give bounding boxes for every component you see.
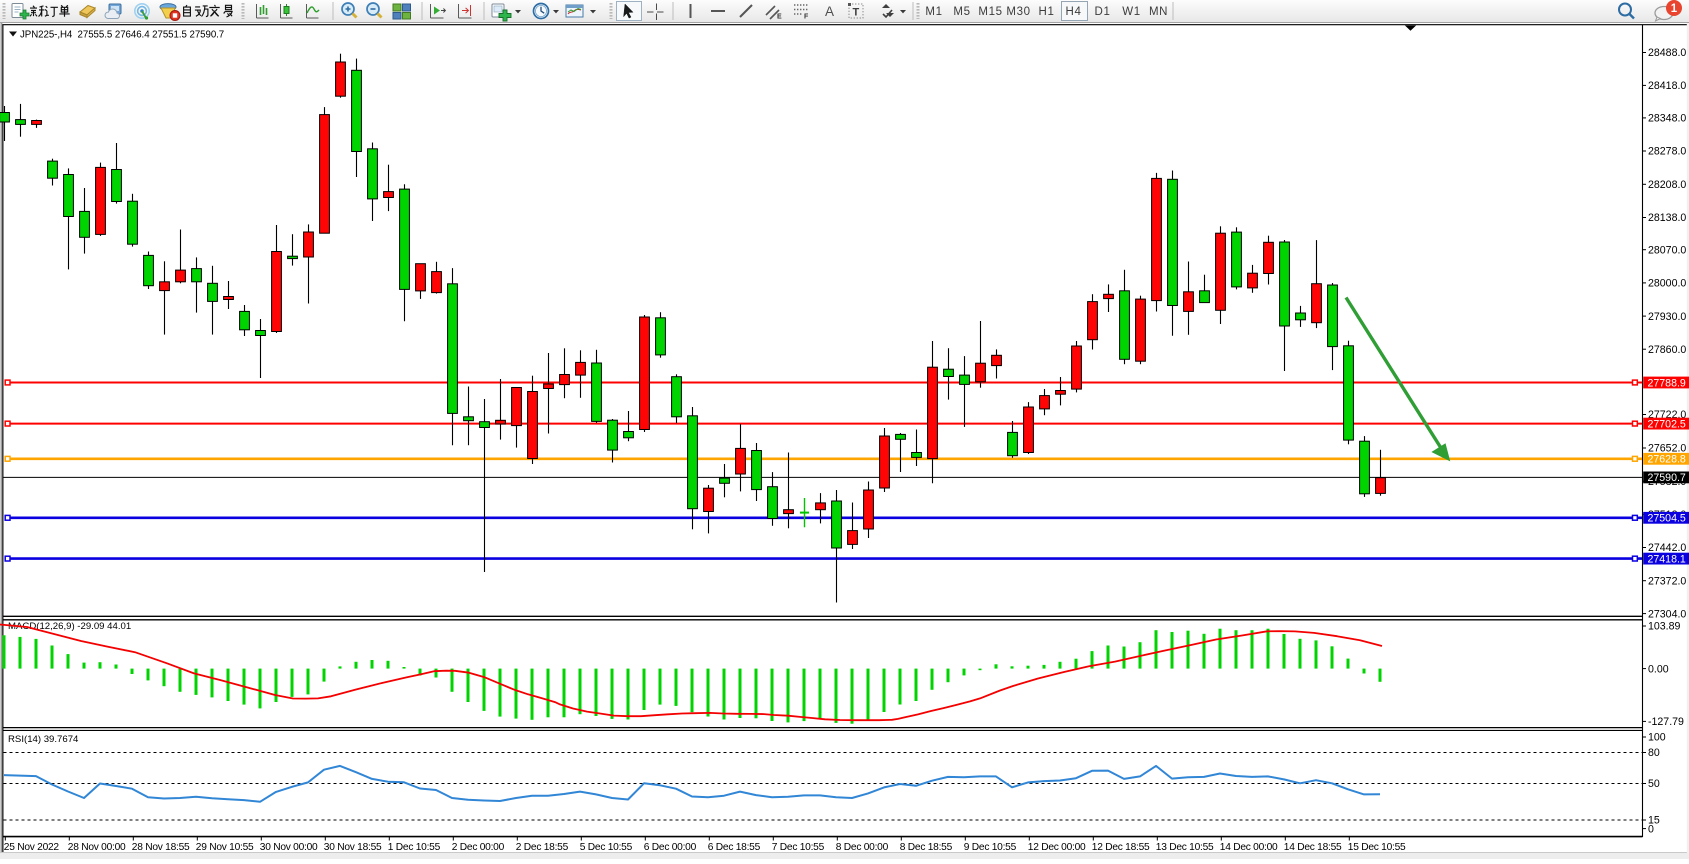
svg-text:14 Dec 18:55: 14 Dec 18:55 bbox=[1284, 842, 1342, 853]
svg-text:100: 100 bbox=[1648, 732, 1666, 744]
svg-text:28278.0: 28278.0 bbox=[1648, 146, 1686, 158]
svg-text:1: 1 bbox=[1671, 3, 1678, 15]
svg-text:9 Dec 10:55: 9 Dec 10:55 bbox=[964, 842, 1017, 853]
svg-text:27442.0: 27442.0 bbox=[1648, 542, 1686, 554]
svg-text:E: E bbox=[777, 14, 782, 21]
svg-text:MN: MN bbox=[1149, 6, 1168, 18]
svg-text:2 Dec 18:55: 2 Dec 18:55 bbox=[516, 842, 569, 853]
svg-text:27304.0: 27304.0 bbox=[1648, 608, 1686, 620]
svg-text:28 Nov 00:00: 28 Nov 00:00 bbox=[68, 842, 126, 853]
svg-text:27372.0: 27372.0 bbox=[1648, 575, 1686, 587]
svg-text:50: 50 bbox=[1648, 778, 1660, 790]
svg-text:RSI(14) 39.7674: RSI(14) 39.7674 bbox=[8, 734, 79, 745]
svg-text:12 Dec 18:55: 12 Dec 18:55 bbox=[1092, 842, 1150, 853]
svg-text:27860.0: 27860.0 bbox=[1648, 344, 1686, 356]
svg-text:0.00: 0.00 bbox=[1648, 663, 1669, 675]
svg-text:H4: H4 bbox=[1066, 6, 1082, 18]
svg-text:D1: D1 bbox=[1095, 6, 1111, 18]
svg-text:-127.79: -127.79 bbox=[1648, 716, 1684, 728]
svg-text:14 Dec 00:00: 14 Dec 00:00 bbox=[1220, 842, 1278, 853]
svg-text:80: 80 bbox=[1648, 747, 1660, 759]
svg-text:W1: W1 bbox=[1122, 6, 1140, 18]
svg-text:6 Dec 18:55: 6 Dec 18:55 bbox=[708, 842, 761, 853]
svg-text:27702.5: 27702.5 bbox=[1648, 418, 1686, 430]
svg-text:30 Nov 00:00: 30 Nov 00:00 bbox=[260, 842, 318, 853]
svg-text:7 Dec 10:55: 7 Dec 10:55 bbox=[772, 842, 825, 853]
svg-text:0: 0 bbox=[1648, 823, 1654, 835]
svg-text:28000.0: 28000.0 bbox=[1648, 278, 1686, 290]
svg-text:MACD(12,26,9) -29.09 44.01: MACD(12,26,9) -29.09 44.01 bbox=[8, 621, 131, 632]
svg-text:2 Dec 00:00: 2 Dec 00:00 bbox=[452, 842, 505, 853]
svg-text:27788.9: 27788.9 bbox=[1648, 377, 1686, 389]
svg-text:28348.0: 28348.0 bbox=[1648, 113, 1686, 125]
svg-text:28208.0: 28208.0 bbox=[1648, 179, 1686, 191]
svg-text:1 Dec 10:55: 1 Dec 10:55 bbox=[388, 842, 441, 853]
svg-text:25 Nov 2022: 25 Nov 2022 bbox=[4, 842, 60, 853]
svg-text:T: T bbox=[853, 7, 860, 19]
svg-text:28 Nov 18:55: 28 Nov 18:55 bbox=[132, 842, 190, 853]
svg-text:M15: M15 bbox=[978, 6, 1002, 18]
svg-text:M1: M1 bbox=[925, 6, 942, 18]
svg-text:13 Dec 10:55: 13 Dec 10:55 bbox=[1156, 842, 1214, 853]
svg-text:12 Dec 00:00: 12 Dec 00:00 bbox=[1028, 842, 1086, 853]
svg-text:29 Nov 10:55: 29 Nov 10:55 bbox=[196, 842, 254, 853]
svg-text:27590.7: 27590.7 bbox=[1648, 472, 1686, 484]
svg-text:M5: M5 bbox=[953, 6, 970, 18]
svg-text:27652.0: 27652.0 bbox=[1648, 443, 1686, 455]
svg-text:M30: M30 bbox=[1006, 6, 1030, 18]
svg-text:28070.0: 28070.0 bbox=[1648, 244, 1686, 256]
svg-text:28418.0: 28418.0 bbox=[1648, 80, 1686, 92]
svg-text:JPN225-,H4 27555.5 27646.4 27: JPN225-,H4 27555.5 27646.4 27551.5 27590… bbox=[20, 30, 224, 41]
svg-text:6 Dec 00:00: 6 Dec 00:00 bbox=[644, 842, 697, 853]
svg-text:15: 15 bbox=[1648, 815, 1660, 827]
svg-text:27418.1: 27418.1 bbox=[1648, 553, 1686, 565]
svg-text:F: F bbox=[804, 14, 809, 21]
svg-text:30 Nov 18:55: 30 Nov 18:55 bbox=[324, 842, 382, 853]
svg-text:103.89: 103.89 bbox=[1648, 621, 1681, 633]
svg-text:27504.5: 27504.5 bbox=[1648, 513, 1686, 525]
svg-text:H1: H1 bbox=[1039, 6, 1055, 18]
svg-text:5 Dec 10:55: 5 Dec 10:55 bbox=[580, 842, 633, 853]
svg-text:15 Dec 10:55: 15 Dec 10:55 bbox=[1348, 842, 1406, 853]
svg-text:28488.0: 28488.0 bbox=[1648, 47, 1686, 59]
svg-text:8 Dec 18:55: 8 Dec 18:55 bbox=[900, 842, 953, 853]
svg-text:8 Dec 00:00: 8 Dec 00:00 bbox=[836, 842, 889, 853]
svg-text:28138.0: 28138.0 bbox=[1648, 212, 1686, 224]
svg-text:27930.0: 27930.0 bbox=[1648, 311, 1686, 323]
svg-text:27628.8: 27628.8 bbox=[1648, 454, 1686, 466]
svg-text:A: A bbox=[825, 4, 834, 19]
